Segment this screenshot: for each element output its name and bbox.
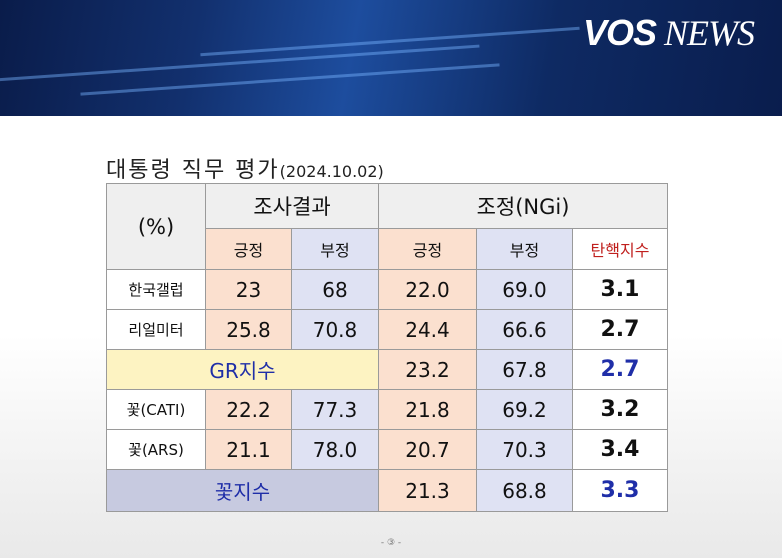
table-cell: 22.2 [205,389,292,430]
table-cell: 조사결과 [205,183,379,229]
table-cell: 긍정 [378,228,477,270]
table-cell: 3.3 [572,469,668,512]
logo-rest: NEWS [664,13,755,53]
table-cell: 24.4 [378,309,477,350]
table-cell: 부정 [476,228,573,270]
table-row: (%) 조사결과 조정(NGi) [106,183,668,270]
table-cell: 2.7 [572,309,668,350]
table-cell: 69.2 [476,389,573,430]
title: 대통령 직무 평가(2024.10.02) [106,152,384,184]
table-cell: 꽃(ARS) [106,429,206,470]
table-cell: 꽃(CATI) [106,389,206,430]
logo-bold: VOS [582,12,657,53]
table-cell: 부정 [291,228,379,270]
table-cell: 21.8 [378,389,477,430]
logo: VOS NEWS [582,12,755,54]
page-number: - ③ - [380,538,402,548]
table-cell: 68 [291,269,379,310]
table-cell: 20.7 [378,429,477,470]
table-cell: (%) [106,183,206,270]
table-cell: 23.2 [378,349,477,390]
table-cell: 긍정 [205,228,292,270]
table-cell: 3.4 [572,429,668,470]
table-row: 리얼미터 25.8 70.8 24.4 66.6 2.7 [106,309,668,350]
table-row: 긍정 부정 긍정 부정 탄핵지수 [107,228,668,270]
table-cell: 22.0 [378,269,477,310]
table-cell: 23 [205,269,292,310]
table-cell: 68.8 [476,469,573,512]
table-cell: 78.0 [291,429,379,470]
table-cell: 21.3 [378,469,477,512]
title-date: (2024.10.02) [279,162,384,181]
table-cell: 한국갤럽 [106,269,206,310]
table-cell: 조정(NGi) [378,183,668,229]
table-cell: 70.8 [291,309,379,350]
table-cell: 3.1 [572,269,668,310]
table: (%) 조사결과 조정(NGi) 긍정 부정 긍정 부정 탄핵지수 한국갤럽 23 68 22.0 69… [106,183,668,512]
table-cell: 67.8 [476,349,573,390]
table-cell: 77.3 [291,389,379,430]
title-main: 대통령 직무 평가 [106,158,280,183]
table-cell: 21.1 [205,429,292,470]
table-cell: 25.8 [205,309,292,350]
table-cell: 69.0 [476,269,573,310]
banner: VOS NEWS [0,0,782,116]
table-cell: 3.2 [572,389,668,430]
table-cell: GR지수 [106,349,379,390]
table-cell: 리얼미터 [106,309,206,350]
table-cell: 70.3 [476,429,573,470]
table-cell: 꽃지수 [106,469,379,512]
table-row: 꽃지수 21.3 68.8 3.3 [106,469,668,512]
table-cell: 2.7 [572,349,668,390]
table-row: 꽃(CATI) 22.2 77.3 21.8 69.2 3.2 [106,389,668,430]
table-row: GR지수 23.2 67.8 2.7 [106,349,668,390]
table-cell: 66.6 [476,309,573,350]
table-row: 한국갤럽 23 68 22.0 69.0 3.1 [106,269,668,310]
table-cell: 탄핵지수 [572,228,668,270]
table-row: 꽃(ARS) 21.1 78.0 20.7 70.3 3.4 [106,429,668,470]
